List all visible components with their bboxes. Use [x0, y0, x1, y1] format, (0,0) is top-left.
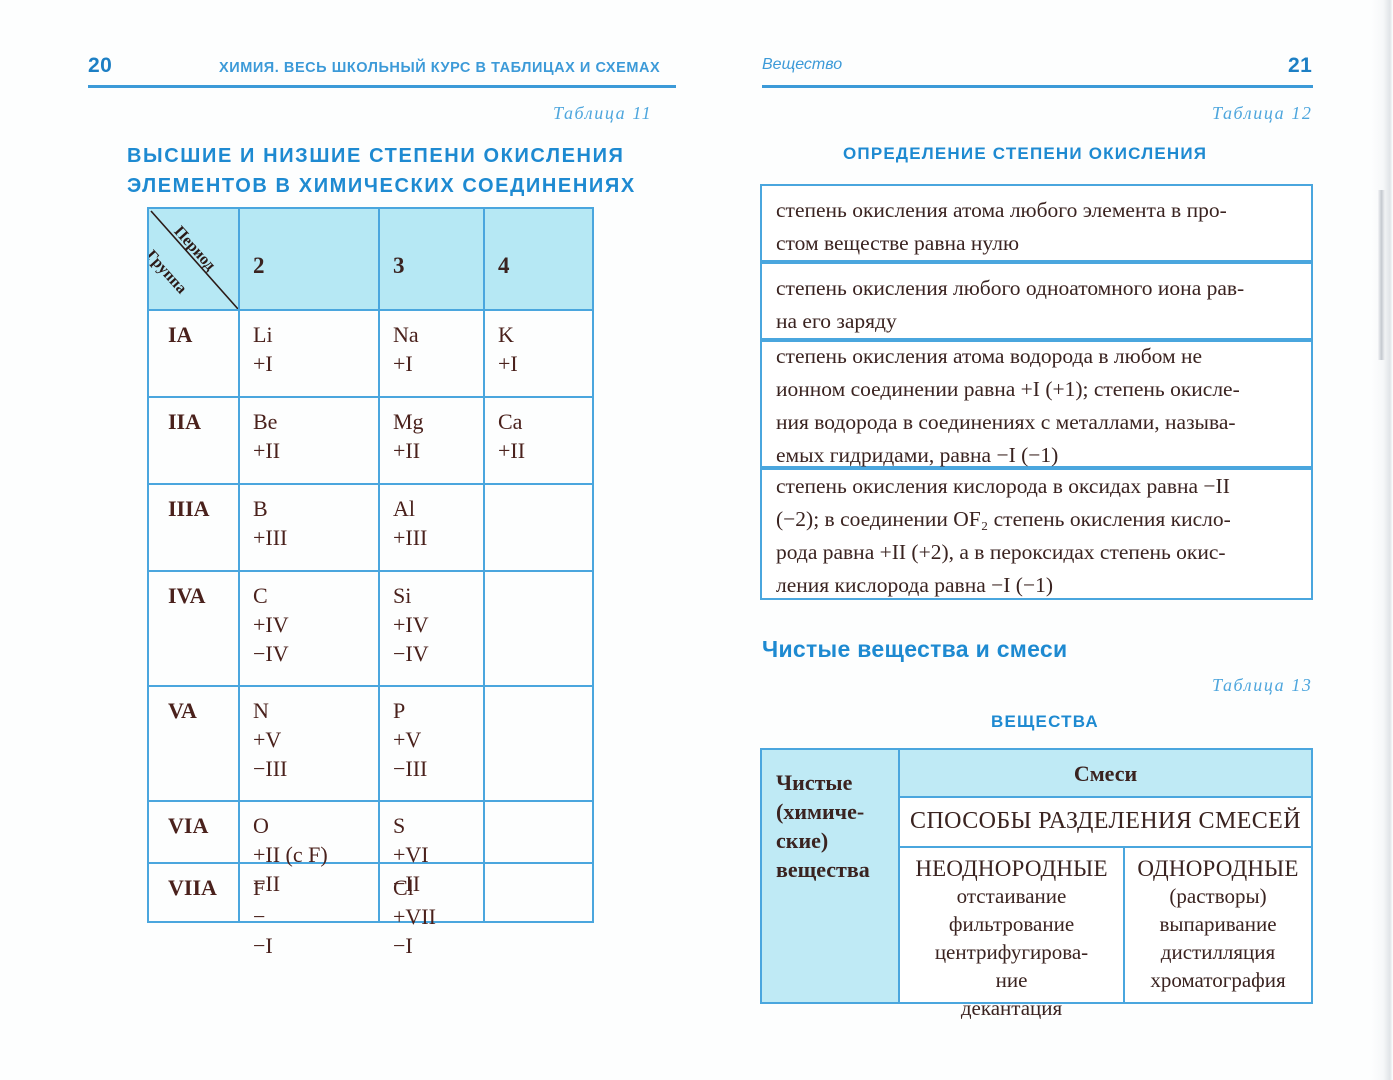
table-cell: O +II (c F) −II: [240, 802, 380, 896]
table-cell: Na +I: [380, 311, 485, 398]
section-heading-pure-substances: Чистые вещества и смеси: [762, 636, 1068, 662]
table-cell: [485, 864, 592, 921]
substances-table: [760, 748, 1313, 1004]
table-cell: [485, 802, 592, 864]
table-cell: Mg +II: [380, 398, 485, 485]
table-12-label: Таблица 12: [1212, 103, 1313, 123]
oxidation-rule-text: степень окисления любого одноатомного ио…: [776, 276, 1245, 333]
table-cell: P +V −III: [380, 687, 485, 802]
table-11-heading: ВЫСШИЕ И НИЗШИЕ СТЕПЕНИ ОКИСЛЕНИЯ ЭЛЕМЕН…: [127, 145, 636, 197]
table-row: VIA: [149, 802, 240, 864]
table-11-corner-cell: Период Группа: [149, 209, 240, 311]
table-11-header-band: [149, 209, 592, 311]
table-row: IIIA: [149, 485, 240, 572]
table-cell: [485, 572, 592, 687]
table-row: IIA: [149, 398, 240, 485]
table-13-heading: ВЕЩЕСТВА: [991, 712, 1099, 731]
table-cell: Si +IV −IV: [380, 572, 485, 687]
left-header-rule: [88, 85, 676, 88]
table-13-label: Таблица 13: [1212, 675, 1313, 695]
table-cell: Cl +VII −I: [380, 864, 485, 958]
table-13-homogeneous-cell: ОДНОРОДНЫЕ (растворы) выпаривание дистил…: [1125, 848, 1311, 1002]
table-11-period-3: 3: [380, 209, 485, 311]
right-page-folio: 21: [1288, 54, 1313, 77]
table-11-period-2: 2: [240, 209, 380, 311]
table-13-homogeneous-title: ОДНОРОДНЫЕ: [1137, 856, 1299, 881]
table-cell: [485, 687, 592, 802]
page-edge-fold: [1378, 190, 1385, 360]
table-13-pure-cell: Чистые (химиче- ские) вещества: [762, 750, 900, 1002]
oxidation-rule-text: степень окисления атома водорода в любом…: [776, 344, 1240, 467]
table-11-header-underline: [149, 209, 592, 311]
oxidation-rule-text: степень окисления атома любого элемента …: [776, 198, 1227, 255]
left-page-folio: 20: [88, 54, 113, 77]
oxidation-rule-text: степень окисления кислорода в оксидах ра…: [776, 474, 1231, 597]
oxidation-rule-box: [760, 340, 1313, 468]
table-cell: S +VI −II: [380, 802, 485, 896]
table-12-heading: ОПРЕДЕЛЕНИЕ СТЕПЕНИ ОКИСЛЕНИЯ: [843, 144, 1208, 163]
page-edge-shadow: [1371, 0, 1393, 1080]
table-cell: B +III: [240, 485, 380, 572]
table-cell: C +IV −IV: [240, 572, 380, 687]
oxidation-states-table: [147, 207, 594, 923]
table-13-heterogeneous-title: НЕОДНОРОДНЫЕ: [915, 856, 1108, 881]
table-row: IVA: [149, 572, 240, 687]
table-13-homogeneous-list: (растворы) выпаривание дистилляция хрома…: [1150, 884, 1286, 992]
right-running-title: Вещество: [762, 56, 843, 73]
diagonal-split-line: [150, 210, 239, 310]
table-cell: Li +I: [240, 311, 380, 398]
table-cell: Ca +II: [485, 398, 592, 485]
table-cell: K +I: [485, 311, 592, 398]
table-13-heterogeneous-list: отстаивание фильтрование центрифугирова-…: [934, 884, 1089, 1020]
table-cell: [485, 485, 592, 572]
oxidation-rule-box: [760, 468, 1313, 600]
table-13-heterogeneous-cell: НЕОДНОРОДНЫЕ отстаивание фильтрование це…: [900, 848, 1125, 1020]
table-row: VA: [149, 687, 240, 802]
table-row: IA: [149, 311, 240, 398]
table-11-period-4: 4: [498, 253, 510, 278]
left-running-title: ХИМИЯ. ВЕСЬ ШКОЛЬНЫЙ КУРС В ТАБЛИЦАХ И С…: [219, 60, 661, 76]
table-11-label: Таблица 11: [553, 103, 653, 123]
table-cell: F − −I: [240, 864, 380, 958]
table-cell: Be +II: [240, 398, 380, 485]
oxidation-rule-box: [760, 262, 1313, 340]
table-11-header-cell-corner-border: [149, 209, 240, 311]
table-cell: Al +III: [380, 485, 485, 572]
table-cell: N +V −III: [240, 687, 380, 802]
right-header-rule: [762, 85, 1313, 88]
table-13-separation-title: СПОСОБЫ РАЗДЕЛЕНИЯ СМЕСЕЙ: [900, 798, 1311, 848]
table-row: VIIA: [149, 864, 240, 921]
oxidation-rule-box: [760, 184, 1313, 262]
table-13-mixtures-header: Смеси: [900, 750, 1311, 798]
